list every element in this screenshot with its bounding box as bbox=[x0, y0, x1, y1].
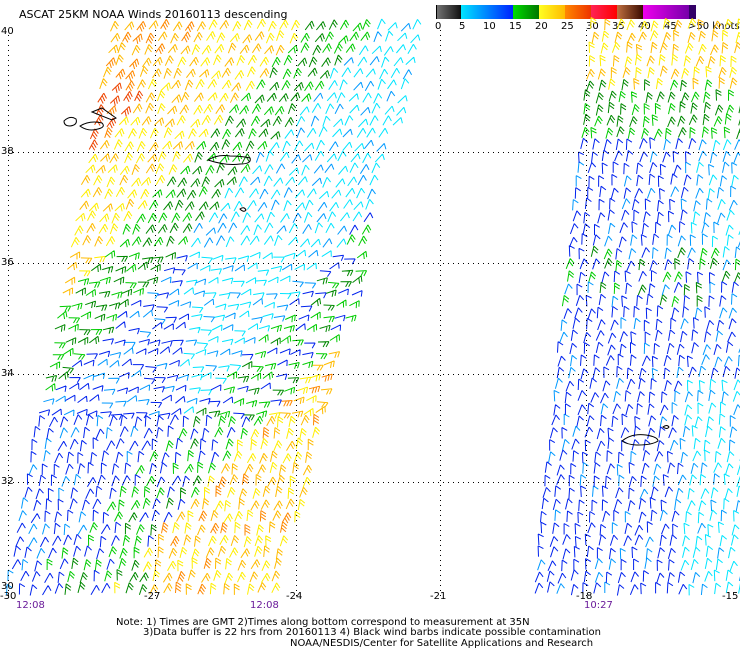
map-title: ASCAT 25KM NOAA Winds 20160113 descendin… bbox=[19, 8, 288, 21]
wind-barb-group bbox=[45, 19, 740, 583]
legend-magenta bbox=[643, 5, 689, 19]
lon-label: -24 bbox=[286, 591, 303, 602]
island-azores-faial bbox=[90, 107, 117, 121]
island-madeira bbox=[621, 434, 659, 446]
wind-barb-group bbox=[45, 19, 740, 595]
island-porto-santo bbox=[662, 425, 670, 429]
lat-label: 34 bbox=[1, 368, 14, 379]
legend-blue bbox=[461, 5, 513, 19]
note-line-1: Note: 1) Times are GMT 2)Times along bot… bbox=[116, 617, 530, 628]
legend-green bbox=[513, 5, 539, 19]
legend-start-line bbox=[436, 5, 437, 19]
lat-label: 36 bbox=[1, 257, 14, 268]
legend-purple bbox=[689, 5, 696, 19]
legend-tick: 0 bbox=[435, 21, 442, 32]
legend-tick: 5 bbox=[459, 21, 466, 32]
legend-yellow bbox=[539, 5, 565, 19]
wind-barb-group bbox=[104, 19, 333, 595]
legend-tick: 15 bbox=[509, 21, 522, 32]
wind-barb-group bbox=[62, 18, 740, 595]
legend-tick: >50 knots bbox=[688, 21, 740, 32]
lon-label: -30 bbox=[0, 591, 17, 602]
island-outlines bbox=[63, 107, 670, 446]
legend-tick: 20 bbox=[535, 21, 548, 32]
legend-tick: 30 bbox=[586, 21, 599, 32]
lat-label: 38 bbox=[1, 146, 14, 157]
legend-red bbox=[591, 5, 617, 19]
pass-time: 12:08 bbox=[250, 600, 279, 611]
pass-time: 12:08 bbox=[16, 600, 45, 611]
legend-tick: 10 bbox=[483, 21, 496, 32]
legend-orange bbox=[565, 5, 591, 19]
island-santa-maria bbox=[239, 207, 247, 212]
note-line-2: 3)Data buffer is 22 hrs from 20160113 4)… bbox=[143, 627, 601, 638]
island-azores-pico bbox=[79, 121, 104, 131]
legend-gray bbox=[436, 5, 461, 19]
lon-label: -21 bbox=[430, 591, 447, 602]
island-sao-miguel bbox=[206, 155, 251, 165]
lat-label: 40 bbox=[1, 26, 14, 37]
lat-label: 32 bbox=[1, 476, 14, 487]
lon-label: -27 bbox=[144, 591, 161, 602]
legend-tick: 40 bbox=[638, 21, 651, 32]
wind-barbs bbox=[5, 17, 740, 596]
island-azores-flores bbox=[63, 116, 77, 127]
legend-tick: 25 bbox=[561, 21, 574, 32]
lat-label: 30 bbox=[1, 581, 14, 592]
pass-time: 10:27 bbox=[584, 600, 613, 611]
wind-barb-group bbox=[88, 82, 144, 151]
lon-label: -15 bbox=[722, 591, 739, 602]
lat-lon-grid bbox=[8, 30, 740, 596]
wind-barb-group bbox=[179, 18, 740, 596]
wind-barb-group bbox=[5, 22, 740, 596]
lon-label: -18 bbox=[576, 591, 593, 602]
legend-brown bbox=[617, 5, 643, 19]
legend-tick: 45 bbox=[664, 21, 677, 32]
credit-line: NOAA/NESDIS/Center for Satellite Applica… bbox=[290, 638, 594, 649]
wind-barb-group bbox=[11, 137, 740, 596]
